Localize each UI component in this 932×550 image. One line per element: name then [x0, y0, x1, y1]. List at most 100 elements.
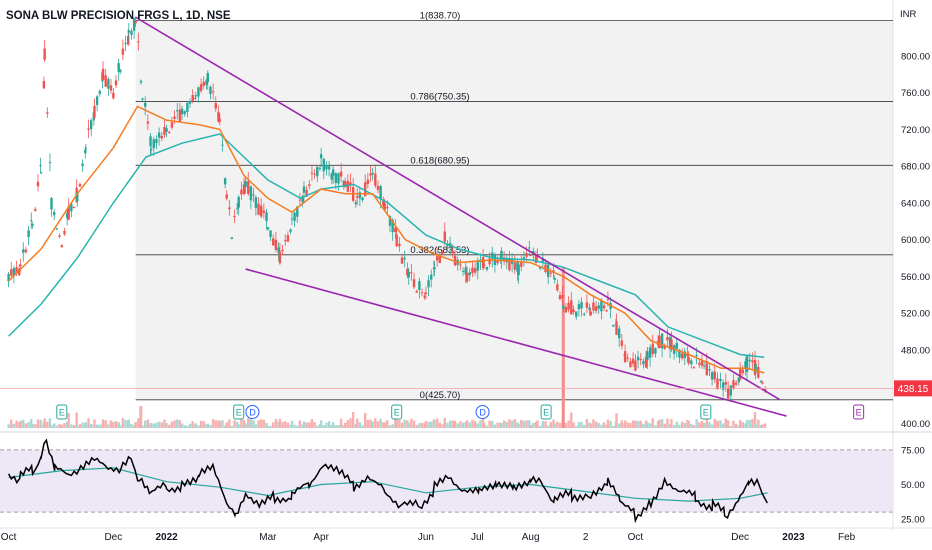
volume-bar	[19, 420, 22, 428]
candle-body	[173, 116, 176, 119]
volume-bar	[615, 413, 618, 428]
candle-body	[496, 260, 499, 263]
candle-body	[737, 377, 740, 383]
volume-bar	[152, 423, 155, 428]
candle-body	[15, 267, 18, 274]
candle-body	[289, 229, 292, 232]
candle-body	[50, 197, 53, 210]
candle-body	[374, 173, 377, 186]
candle-body	[451, 250, 454, 254]
candle-body	[119, 69, 122, 73]
volume-bar	[683, 422, 686, 428]
volume-bar	[223, 425, 227, 428]
volume-bar	[374, 418, 377, 428]
candle-body	[476, 260, 479, 271]
candle-body	[149, 148, 153, 151]
volume-bar	[656, 420, 660, 428]
event-marker[interactable]: E	[853, 404, 865, 420]
x-tick-label: Oct	[1, 532, 17, 543]
volume-bar	[95, 424, 99, 428]
ema-fast-line	[8, 105, 765, 374]
candle-body	[160, 135, 163, 139]
event-marker[interactable]: E	[56, 404, 68, 420]
volume-bar	[724, 418, 728, 428]
volume-bar	[52, 423, 56, 428]
candle-body	[39, 164, 42, 166]
wedge-lower-line	[245, 268, 787, 417]
candle-body	[646, 351, 649, 361]
volume-bar	[24, 423, 28, 428]
event-marker[interactable]: E	[540, 404, 552, 420]
event-marker[interactable]: E	[700, 404, 712, 420]
event-label: D	[249, 408, 256, 418]
candle-body	[27, 230, 30, 238]
volume-bar	[40, 425, 43, 428]
volume-bar	[580, 421, 583, 428]
volume-bar	[690, 424, 693, 428]
candle-body	[690, 360, 693, 365]
candle-body	[529, 254, 532, 256]
volume-bar	[663, 423, 666, 428]
volume-bar	[46, 421, 49, 428]
candle-body	[305, 189, 308, 197]
volume-bar	[398, 420, 401, 428]
candle-body	[134, 20, 137, 24]
volume-bar	[446, 422, 449, 428]
volume-bar	[670, 419, 673, 428]
volume-bar	[358, 422, 362, 428]
volume-bar	[443, 418, 446, 428]
event-marker[interactable]: E	[391, 404, 403, 420]
volume-bar	[588, 422, 591, 428]
candle-body	[170, 122, 174, 128]
candle-body	[465, 272, 469, 282]
event-marker[interactable]: E	[233, 404, 245, 420]
volume-bar	[456, 423, 459, 428]
candle-body	[46, 112, 49, 114]
volume-bar	[459, 421, 462, 428]
volume-bar	[221, 420, 224, 428]
volume-bar	[461, 422, 465, 428]
candle-body	[316, 166, 319, 177]
candle-body	[636, 356, 640, 361]
volume-bar	[170, 421, 174, 428]
fib-label: 0.618(680.95)	[410, 155, 469, 166]
volume-bar	[63, 422, 66, 428]
candle-body	[721, 382, 725, 390]
candle-body	[223, 178, 227, 185]
candle-body	[654, 348, 657, 354]
candle-body	[40, 172, 43, 174]
candle-body	[281, 249, 284, 252]
candle-body	[407, 271, 410, 278]
volume-bar	[163, 419, 166, 428]
volume-bar	[228, 419, 231, 428]
volume-bar	[22, 419, 25, 428]
candle-body	[745, 355, 749, 372]
event-marker[interactable]: D	[475, 405, 490, 419]
candle-body	[107, 79, 110, 89]
y-tick-label: 680.00	[901, 162, 930, 173]
event-marker[interactable]: D	[245, 405, 260, 419]
volume-bar	[191, 421, 194, 428]
volume-bar	[741, 422, 745, 428]
volume-bar	[525, 420, 528, 428]
candle-body	[589, 311, 592, 316]
event-badge	[233, 404, 245, 420]
volume-bar	[751, 419, 754, 428]
candle-body	[522, 257, 526, 260]
candle-body	[423, 295, 426, 298]
candle-body	[473, 268, 477, 273]
candle-body	[615, 321, 618, 335]
candle-body	[538, 266, 542, 269]
candle-body	[67, 206, 70, 220]
volume-bar	[418, 423, 421, 428]
volume-bar	[713, 418, 716, 428]
candle-body	[670, 339, 673, 350]
volume-bar	[570, 412, 573, 428]
volume-bar	[12, 423, 16, 428]
volume-bar	[107, 424, 110, 428]
volume-bar	[277, 421, 280, 428]
volume-bar	[119, 425, 122, 428]
volume-bar	[130, 423, 133, 428]
candle-body	[398, 243, 401, 247]
